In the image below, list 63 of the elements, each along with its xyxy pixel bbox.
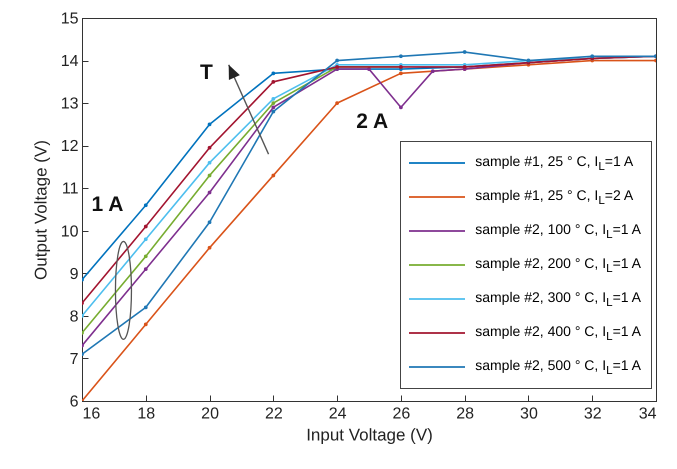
point (590, 54, 594, 58)
point (399, 106, 403, 110)
y-axis-title: Output Voltage (V) (32, 140, 51, 280)
y-tick-label: 11 (62, 180, 79, 198)
point (271, 80, 276, 84)
y-tick-label: 13 (60, 96, 79, 113)
legend-label: sample #1, 25 ° C, I$_{L}$=2 A (475, 187, 634, 207)
point (271, 110, 276, 114)
y-tick-label: 10 (60, 223, 79, 240)
point (335, 101, 339, 105)
point (367, 67, 371, 71)
point (144, 237, 148, 242)
x-tick-label: 24 (328, 406, 347, 422)
x-tick-label: 30 (520, 406, 538, 422)
line-series (82, 58, 656, 401)
point (335, 58, 339, 62)
x-tick-label: 32 (584, 406, 602, 422)
x-tick-label: 18 (137, 406, 156, 422)
x-tick-label: 16 (82, 406, 100, 422)
point (208, 246, 212, 250)
legend-label: sample #1, 25 ° C, I$_{L}$=1 A (475, 153, 634, 173)
point (399, 71, 403, 76)
x-tick-label: 22 (264, 406, 283, 422)
y-tick-label: 15 (60, 10, 79, 28)
y-tick-label: 6 (70, 394, 79, 410)
point (208, 174, 212, 178)
y-tick-label: 8 (70, 308, 79, 326)
y-tick-label: 14 (60, 53, 79, 70)
x-tick-label: 20 (201, 406, 220, 422)
x-axis-title: Input Voltage (V) (306, 426, 433, 444)
y-tick-label: 9 (70, 266, 79, 283)
legend-label: sample #2, 200 ° C, I$_{L}$=1 A (475, 255, 641, 275)
legend-label: sample #2, 300 ° C, I$_{L}$=1 A (475, 289, 641, 309)
point (399, 54, 403, 58)
y-tick-label: 7 (70, 350, 79, 368)
point (271, 71, 276, 76)
point (208, 190, 212, 194)
legend-label: sample #2, 100 ° C, I$_{L}$=1 A (475, 221, 641, 241)
point (144, 267, 148, 271)
point (144, 203, 148, 208)
point (144, 306, 148, 310)
annotation: 2 A (356, 110, 388, 134)
x-tick-label: 34 (638, 406, 657, 422)
point (208, 220, 212, 224)
point (271, 174, 276, 178)
legend-label: sample #2, 400 ° C, I$_{L}$=1 A (475, 323, 641, 343)
annotation: 1 A (92, 193, 124, 218)
point (144, 254, 148, 258)
y-tick-label: 12 (60, 138, 79, 156)
point (208, 160, 212, 165)
annotation: T (200, 61, 213, 86)
point (430, 69, 435, 74)
point (271, 101, 276, 105)
legend-label: sample #2, 500 ° C, I$_{L}$=1 A (475, 357, 641, 377)
point (271, 106, 276, 110)
point (208, 146, 212, 150)
point (144, 322, 148, 326)
point (271, 96, 276, 101)
point (144, 224, 148, 228)
point (208, 122, 212, 126)
point (462, 50, 467, 54)
x-tick-label: 28 (456, 406, 474, 422)
x-tick-label: 26 (392, 406, 410, 422)
